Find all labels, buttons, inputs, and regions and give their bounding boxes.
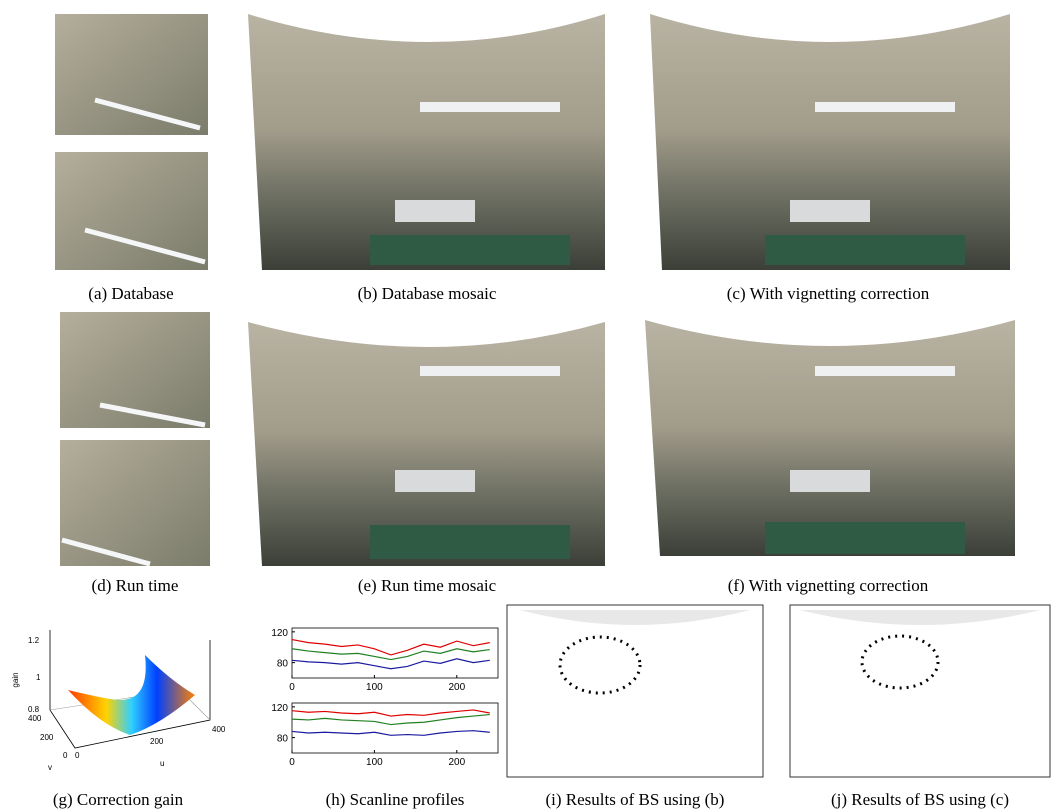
v-axis-label: v (48, 763, 52, 772)
database-images (55, 14, 208, 270)
u-tick-label: 0 (75, 751, 80, 760)
u-tick-label: 400 (212, 725, 226, 734)
v-tick-label: 200 (40, 733, 54, 742)
runtime-images (60, 312, 210, 567)
caption: (j) Results of BS using (c) (831, 790, 1009, 809)
x-tick-label: 200 (448, 682, 465, 693)
x-tick-label: 0 (289, 682, 295, 693)
caption: (h) Scanline profiles (326, 790, 465, 809)
caption: (e) Run time mosaic (358, 576, 497, 595)
profile-line (291, 658, 490, 670)
x-tick-label: 200 (448, 757, 465, 768)
x-tick-label: 100 (366, 682, 383, 693)
y-tick-label: 120 (271, 628, 288, 639)
x-tick-label: 100 (366, 757, 383, 768)
plot-frame (291, 702, 499, 754)
caption: (i) Results of BS using (b) (546, 790, 725, 809)
z-tick-label: 0.8 (28, 705, 40, 714)
plot-frame (291, 627, 499, 679)
z-axis-label: gain (11, 672, 20, 687)
profile-line (291, 713, 490, 726)
profile-line (291, 730, 490, 736)
profile-line (291, 638, 490, 656)
caption: (b) Database mosaic (358, 284, 497, 303)
y-tick-label: 120 (271, 703, 288, 714)
y-tick-label: 80 (277, 734, 289, 745)
x-tick-label: 0 (289, 757, 295, 768)
caption: (a) Database (88, 284, 173, 303)
profile-line (291, 709, 490, 717)
v-tick-label: 400 (28, 714, 42, 723)
y-tick-label: 80 (277, 659, 289, 670)
u-axis-label: u (160, 759, 164, 768)
profile-line (291, 648, 490, 661)
u-tick-label: 200 (150, 737, 164, 746)
caption: (d) Run time (92, 576, 179, 595)
caption: (c) With vignetting correction (727, 284, 930, 303)
gain-plot (49, 630, 211, 749)
caption: (f) With vignetting correction (728, 576, 929, 595)
v-tick-label: 0 (63, 751, 68, 760)
caption: (g) Correction gain (53, 790, 184, 809)
z-tick-label: 1.2 (28, 636, 40, 645)
mosaics (248, 14, 1015, 566)
z-tick-label: 1 (36, 673, 41, 682)
bs-results (506, 604, 1051, 778)
